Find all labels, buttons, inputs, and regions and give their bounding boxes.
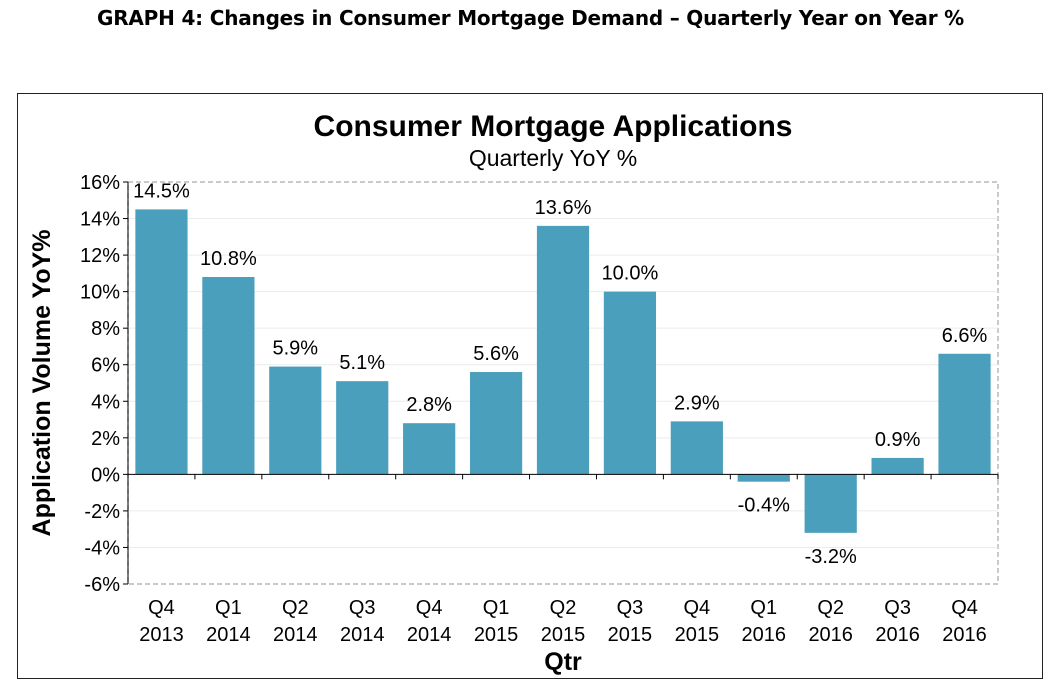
data-label: 5.1% [339, 352, 385, 374]
bar [737, 474, 790, 482]
y-tick-label: 12% [80, 245, 120, 267]
x-category-quarter: Q2 [550, 597, 577, 619]
data-label: -0.4% [738, 495, 790, 517]
data-label: 10.0% [602, 263, 659, 285]
bar [536, 225, 590, 475]
y-tick-label: 2% [91, 428, 120, 450]
data-label: 6.6% [942, 325, 988, 347]
chart-title: Consumer Mortgage Applications [314, 110, 793, 143]
axes [123, 181, 999, 585]
x-category-quarter: Q2 [282, 597, 309, 619]
x-category-quarter: Q3 [617, 597, 644, 619]
x-category-quarter: Q4 [416, 597, 443, 619]
chart-subtitle: Quarterly YoY % [469, 145, 637, 171]
data-labels: 14.5% 10.8% 5.9% 5.1% 2.8% 5.6% 13.6% 10.0% 2.9%… [133, 180, 987, 567]
x-category-year: 2013 [139, 624, 184, 646]
x-category-year: 2016 [875, 624, 920, 646]
bar [871, 457, 924, 475]
data-label: 10.8% [200, 248, 257, 270]
x-axis-title: Qtr [544, 648, 582, 676]
bar [469, 372, 523, 475]
y-tick-label: 14% [80, 209, 120, 231]
x-category-year: 2016 [742, 624, 787, 646]
data-label: 0.9% [875, 429, 921, 451]
bar [938, 353, 991, 475]
x-category-quarter: Q1 [483, 597, 510, 619]
page-heading: GRAPH 4: Changes in Consumer Mortgage De… [96, 6, 964, 30]
x-category-quarter: Q3 [349, 597, 376, 619]
x-category-year: 2014 [273, 624, 318, 646]
y-tick-label: -4% [84, 537, 120, 559]
x-category-quarter: Q1 [750, 597, 777, 619]
x-category-year: 2016 [808, 624, 853, 646]
x-category-quarter: Q4 [148, 597, 175, 619]
x-category-quarter: Q4 [951, 597, 978, 619]
y-axis-title: Application Volume YoY% [28, 230, 56, 537]
x-category-year: 2016 [942, 624, 987, 646]
x-category-year: 2014 [206, 624, 251, 646]
y-tick-label: 8% [91, 318, 120, 340]
y-tick-label: -2% [84, 501, 120, 523]
bar [336, 381, 389, 475]
x-category-quarter: Q4 [684, 597, 711, 619]
bar [135, 209, 188, 475]
chart-frame [17, 93, 1043, 679]
x-category-year: 2015 [675, 624, 720, 646]
x-category-year: 2014 [407, 624, 452, 646]
data-label: 13.6% [535, 197, 592, 219]
bars [135, 209, 991, 533]
data-label: 14.5% [133, 180, 190, 202]
bar [269, 366, 322, 475]
y-tick-label: 10% [80, 282, 120, 304]
x-category-year: 2015 [474, 624, 519, 646]
x-category-quarter: Q2 [817, 597, 844, 619]
y-tick-labels: 16% 14% 12% 10% 8% 6% 4% 2% 0% -2% -4% -6% [80, 172, 120, 596]
y-tick-label: 0% [91, 464, 120, 486]
data-label: -3.2% [805, 546, 857, 568]
bar [603, 291, 657, 475]
x-category-quarter: Q3 [884, 597, 911, 619]
plot-area [127, 181, 999, 585]
y-tick-label: 6% [91, 355, 120, 377]
x-category-year: 2014 [340, 624, 385, 646]
x-category-year: 2015 [541, 624, 586, 646]
bar [670, 421, 723, 475]
bar [202, 277, 255, 475]
data-label: 2.9% [674, 392, 720, 414]
bar [804, 474, 857, 533]
y-tick-label: 16% [80, 172, 120, 194]
data-label: 2.8% [406, 394, 452, 416]
y-tick-label: 4% [91, 391, 120, 413]
x-category-year: 2015 [608, 624, 653, 646]
bar [403, 423, 456, 475]
data-label: 5.9% [273, 338, 319, 360]
x-category-quarter: Q1 [215, 597, 242, 619]
x-category-labels: Q4 2013 Q1 2014 Q2 2014 Q3 2014 Q4 2014 Q1 2015 Q2 20… [139, 597, 987, 646]
data-label: 5.6% [473, 343, 519, 365]
y-tick-label: -6% [84, 574, 120, 596]
